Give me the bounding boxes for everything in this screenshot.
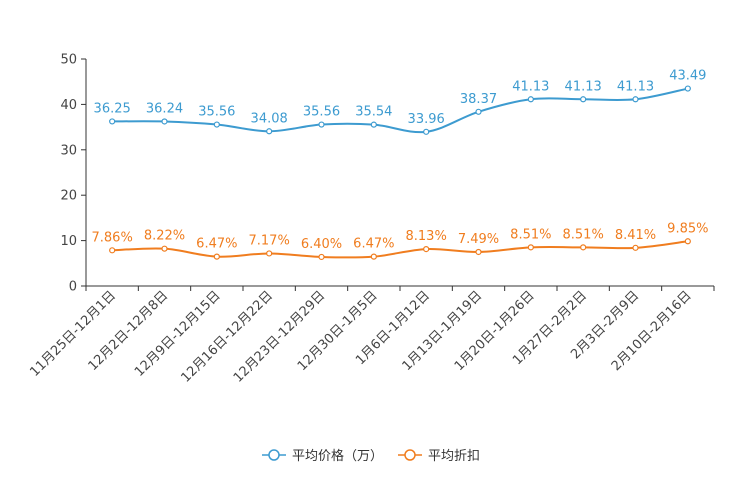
data-label: 41.13 bbox=[565, 79, 602, 94]
data-label: 8.13% bbox=[406, 229, 447, 244]
data-label: 36.25 bbox=[94, 101, 131, 116]
y-tick-label: 20 bbox=[60, 189, 77, 204]
data-point[interactable] bbox=[580, 244, 587, 251]
data-label: 9.85% bbox=[667, 221, 708, 236]
data-point[interactable] bbox=[632, 96, 639, 103]
data-label: 41.13 bbox=[512, 79, 549, 94]
y-tick-label: 50 bbox=[60, 53, 77, 68]
series-line bbox=[112, 87, 689, 134]
data-label: 43.49 bbox=[669, 69, 706, 84]
data-label: 41.13 bbox=[617, 79, 654, 94]
data-point[interactable] bbox=[161, 245, 168, 252]
data-point[interactable] bbox=[318, 253, 325, 261]
data-label: 8.51% bbox=[563, 227, 604, 242]
data-point[interactable] bbox=[475, 248, 482, 256]
data-label: 7.17% bbox=[249, 233, 290, 248]
data-label: 8.41% bbox=[615, 228, 656, 243]
x-tick-label: 12月23日-12月29日 bbox=[231, 288, 328, 385]
data-label: 8.51% bbox=[510, 227, 551, 242]
series-avg-price: 36.25 36.24 35.56 34.08 35.56 35.54 33.96 38.37… bbox=[94, 69, 706, 135]
y-tick-label: 30 bbox=[60, 143, 77, 158]
data-point[interactable] bbox=[370, 121, 377, 128]
data-point[interactable] bbox=[580, 96, 587, 103]
data-label: 7.86% bbox=[92, 230, 133, 245]
y-tick-label: 0 bbox=[69, 280, 77, 295]
data-point[interactable] bbox=[423, 128, 430, 135]
x-tick-label: 12月16日-12月22日 bbox=[179, 288, 276, 385]
data-point[interactable] bbox=[213, 121, 220, 128]
data-point[interactable] bbox=[109, 118, 116, 125]
data-point[interactable] bbox=[109, 247, 116, 254]
data-label: 35.56 bbox=[198, 105, 235, 120]
data-label: 6.40% bbox=[301, 237, 342, 252]
data-label: 8.22% bbox=[144, 229, 185, 244]
data-label: 7.49% bbox=[458, 232, 499, 247]
x-tick-label: 11月25日-12月1日 bbox=[27, 288, 119, 380]
series-line bbox=[112, 240, 688, 259]
data-point[interactable] bbox=[684, 238, 691, 245]
data-point[interactable] bbox=[684, 85, 691, 92]
data-point[interactable] bbox=[370, 253, 377, 260]
legend-item-avg-discount[interactable]: 平均折扣 bbox=[398, 449, 480, 464]
legend-item-avg-price[interactable]: 平均价格（万） bbox=[262, 448, 383, 464]
data-point[interactable] bbox=[266, 128, 273, 135]
data-point[interactable] bbox=[423, 245, 430, 253]
data-label: 36.24 bbox=[146, 101, 183, 116]
data-label: 34.08 bbox=[251, 111, 288, 126]
legend-label: 平均折扣 bbox=[428, 449, 480, 464]
series-layer: 36.25 36.24 35.56 34.08 35.56 35.54 33.96 38.37… bbox=[92, 69, 708, 261]
data-point[interactable] bbox=[161, 118, 168, 125]
data-label: 33.96 bbox=[408, 112, 445, 127]
legend-label: 平均价格（万） bbox=[292, 448, 383, 464]
data-label: 38.37 bbox=[460, 92, 497, 107]
data-point[interactable] bbox=[527, 244, 534, 251]
data-label: 35.54 bbox=[355, 105, 392, 120]
data-label: 6.47% bbox=[353, 237, 394, 252]
legend-marker-icon bbox=[268, 449, 280, 461]
data-point[interactable] bbox=[632, 244, 639, 251]
data-point[interactable] bbox=[527, 96, 534, 103]
data-point[interactable] bbox=[266, 250, 273, 257]
data-point[interactable] bbox=[475, 108, 482, 115]
legend-marker-icon bbox=[404, 449, 416, 461]
data-point[interactable] bbox=[318, 121, 325, 128]
series-avg-discount: 7.86% 8.22% 6.47% 7.17% 6.40% 6.47% 8.13% 7.49%… bbox=[92, 221, 708, 261]
y-tick-label: 40 bbox=[60, 98, 77, 113]
legend[interactable]: 平均价格（万） 平均折扣 bbox=[262, 448, 480, 464]
data-label: 6.47% bbox=[196, 237, 237, 252]
data-label: 35.56 bbox=[303, 105, 340, 120]
data-point[interactable] bbox=[213, 253, 220, 260]
y-tick-label: 10 bbox=[60, 234, 77, 249]
